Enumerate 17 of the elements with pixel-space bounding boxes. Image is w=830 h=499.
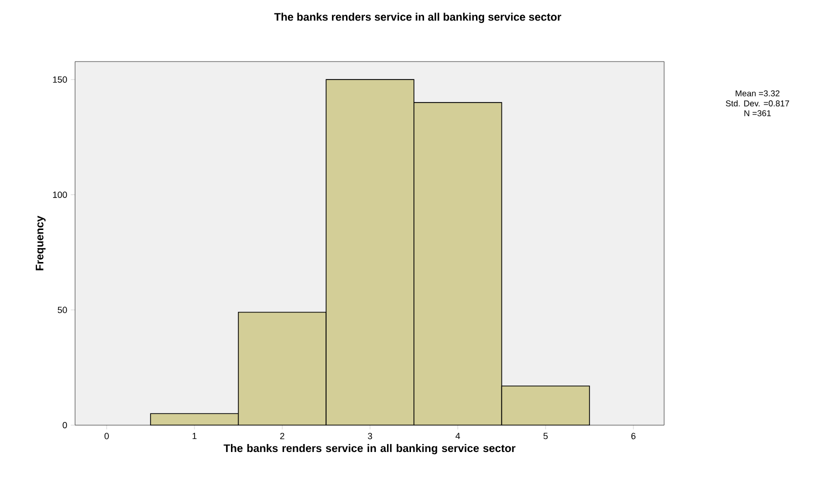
y-axis-title: Frequency bbox=[36, 216, 46, 270]
y-tick-label: 150 bbox=[53, 76, 67, 83]
text: Mean =3.32 bbox=[736, 90, 780, 97]
y-tick-label: 50 bbox=[58, 306, 67, 314]
chart-title: The banks renders service in all banking service sector bbox=[274, 12, 562, 24]
x-tick-label: 4 bbox=[456, 433, 460, 440]
x-axis-title: The banks renders service in all banking service sector bbox=[224, 444, 516, 454]
text: Std. Dev. =0.817 bbox=[726, 100, 790, 107]
y-tick-label: 0 bbox=[62, 422, 67, 428]
x-tick-label: 5 bbox=[543, 433, 548, 440]
x-tick-label: 2 bbox=[280, 433, 284, 440]
x-tick-label: 3 bbox=[368, 433, 372, 440]
x-tick-label: 1 bbox=[192, 433, 196, 440]
x-tick-label: 6 bbox=[631, 433, 636, 440]
y-tick-label: 100 bbox=[53, 192, 67, 198]
x-tick-label: 0 bbox=[104, 433, 109, 440]
text: N =361 bbox=[744, 110, 771, 116]
